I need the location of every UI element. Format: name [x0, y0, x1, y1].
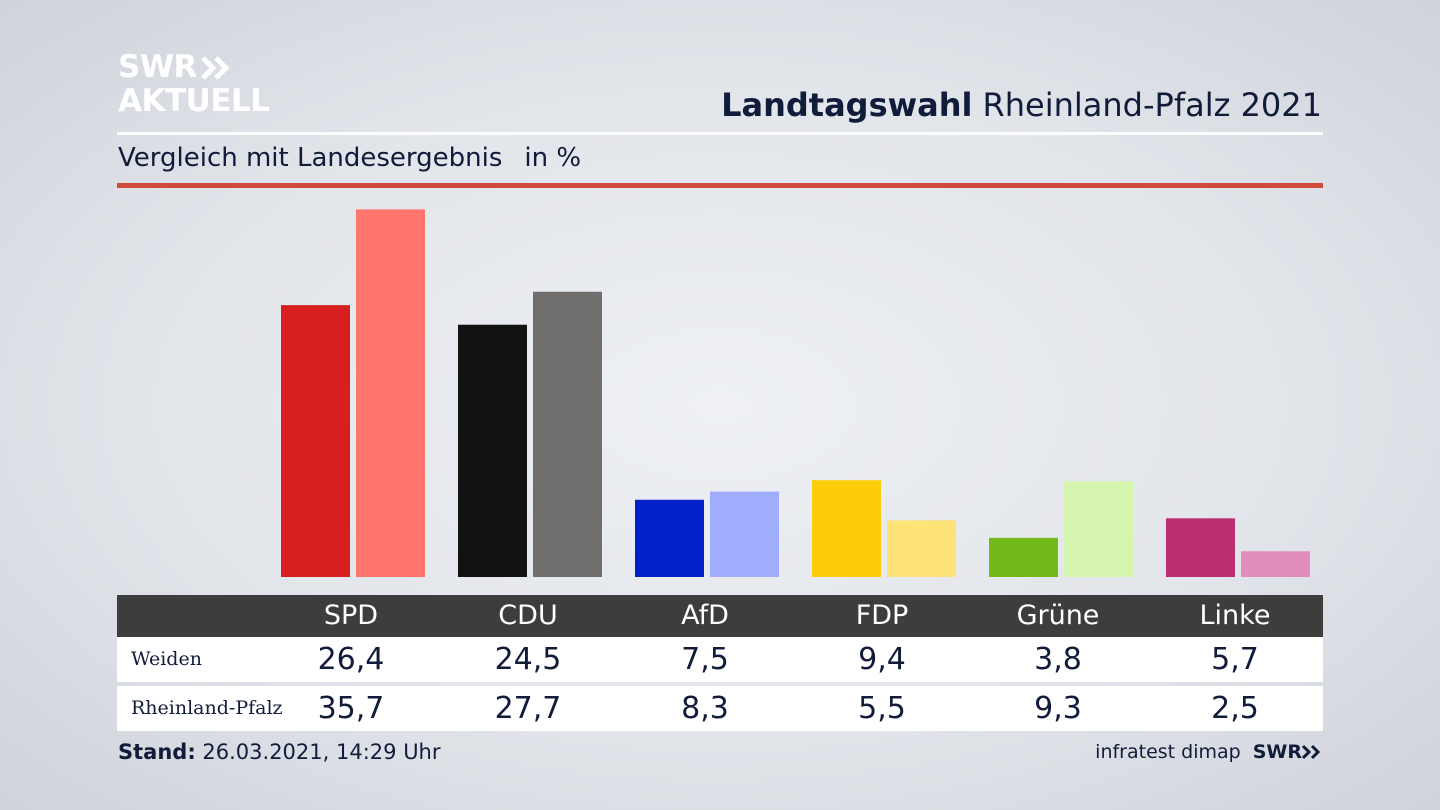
value-cell: 27,7 — [494, 691, 562, 726]
brand-text: SWR — [1252, 741, 1302, 763]
table-row: Weiden 26,4 24,5 7,5 9,4 3,8 5,7 — [117, 637, 1323, 682]
source-text: infratest dimap — [1095, 741, 1241, 763]
bar-fdp-series-1 — [812, 480, 881, 577]
bar-afd-series-1 — [635, 499, 704, 577]
bar-cdu-series-2 — [533, 291, 602, 577]
value-cell: 2,5 — [1211, 691, 1259, 726]
title-rest: Rheinland-Pfalz 2021 — [982, 86, 1322, 124]
header-cell-spd: SPD — [323, 600, 379, 631]
page-title: Landtagswahl Rheinland-Pfalz 2021 — [721, 86, 1322, 124]
title-bold: Landtagswahl — [721, 86, 973, 124]
double-chevron-icon — [201, 55, 230, 80]
value-cell: 26,4 — [317, 642, 385, 677]
subtitle-unit: in % — [524, 143, 582, 173]
timestamp: Stand: 26.03.2021, 14:29 Uhr — [118, 740, 441, 764]
header-cell-cdu: CDU — [498, 600, 558, 631]
bar-fdp-series-2 — [887, 520, 956, 577]
row-label: Weiden — [131, 648, 202, 670]
value-cell: 35,7 — [317, 691, 385, 726]
bar-spd-series-1 — [281, 305, 350, 577]
accent-rule — [117, 183, 1323, 188]
header-cell-fdp: FDP — [855, 600, 909, 631]
swr-brand: SWR — [1253, 741, 1322, 763]
logo-line1: SWR — [118, 49, 197, 85]
value-cell: 8,3 — [681, 691, 729, 726]
source-credit: infratest dimap SWR — [1095, 741, 1322, 763]
value-cell: 5,5 — [858, 691, 906, 726]
header-cell-linke: Linke — [1199, 600, 1271, 631]
value-cell: 5,7 — [1211, 642, 1259, 677]
swr-aktuell-logo: SWR AKTUELL — [118, 52, 270, 117]
chart-subtitle: Vergleich mit Landesergebnis in % — [118, 143, 581, 173]
header-rule — [117, 132, 1323, 135]
bar-linke-series-2 — [1241, 551, 1310, 577]
value-cell: 7,5 — [681, 642, 729, 677]
bar-grne-series-1 — [989, 537, 1058, 577]
bar-linke-series-1 — [1166, 518, 1235, 577]
value-cell: 24,5 — [494, 642, 562, 677]
table-row: Rheinland-Pfalz 35,7 27,7 8,3 5,5 9,3 2,… — [117, 686, 1323, 731]
double-chevron-icon — [1302, 744, 1321, 760]
value-cell: 9,4 — [858, 642, 906, 677]
bar-cdu-series-1 — [458, 324, 527, 577]
bar-grne-series-2 — [1064, 481, 1133, 577]
bar-spd-series-2 — [356, 209, 425, 578]
table-header: SPD CDU AfD FDP Grüne Linke — [117, 595, 1323, 637]
logo-line2: AKTUELL — [118, 83, 270, 119]
subtitle-text: Vergleich mit Landesergebnis — [118, 143, 503, 173]
bar-afd-series-2 — [710, 491, 779, 577]
header-cell-gruene: Grüne — [1016, 600, 1100, 631]
stand-label: Stand: — [118, 740, 196, 764]
value-cell: 9,3 — [1034, 691, 1082, 726]
stand-value: 26.03.2021, 14:29 Uhr — [202, 740, 441, 764]
header-cell-afd: AfD — [681, 600, 729, 631]
row-label: Rheinland-Pfalz — [131, 697, 283, 719]
value-cell: 3,8 — [1034, 642, 1082, 677]
